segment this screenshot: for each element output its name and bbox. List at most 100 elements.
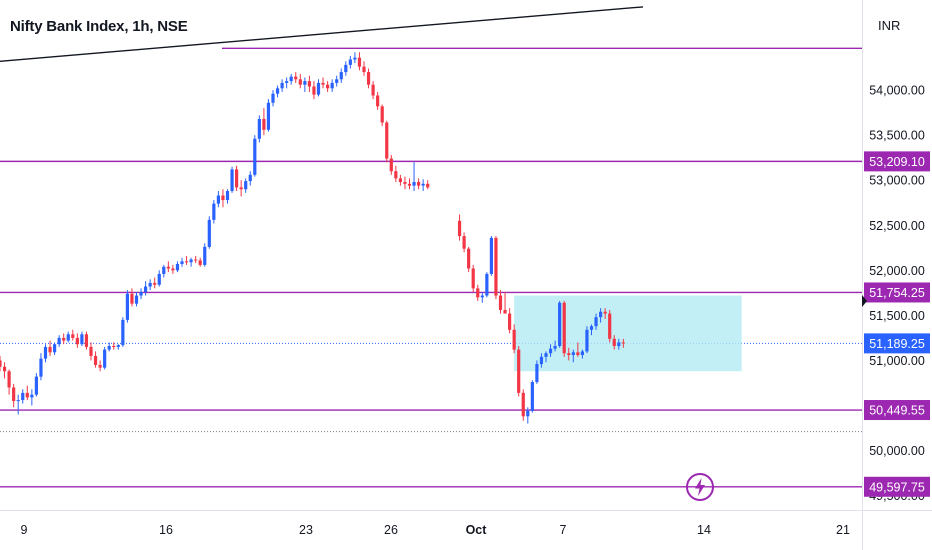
candle [353, 52, 357, 64]
candle [244, 178, 248, 193]
candle [489, 236, 493, 276]
candle [535, 360, 539, 384]
candle [608, 309, 612, 343]
x-tick-label: 9 [21, 523, 28, 537]
time-axis: 9 16 23 26 Oct 7 14 21 [21, 523, 850, 537]
candle [580, 349, 584, 359]
candle [316, 79, 321, 97]
candle [84, 331, 89, 350]
candle [130, 288, 134, 307]
candle [75, 333, 79, 348]
candle [544, 351, 548, 363]
candle [294, 72, 298, 83]
y-tick-label: 50,000.00 [869, 444, 925, 458]
candle [380, 104, 384, 127]
candle [562, 300, 566, 357]
x-tick-label: 21 [836, 523, 850, 537]
candle [225, 189, 230, 204]
candle [330, 79, 334, 92]
y-tick-label: 51,500.00 [869, 309, 925, 323]
x-tick-label: 14 [697, 523, 711, 537]
candle [12, 383, 16, 408]
candle [289, 73, 293, 85]
candle [508, 308, 512, 334]
x-tick-label: 7 [560, 523, 567, 537]
candle [48, 340, 52, 356]
trendline-segment[interactable] [0, 6, 644, 62]
candle [298, 73, 302, 89]
candle [621, 338, 625, 348]
candle [7, 369, 11, 395]
candle [348, 55, 352, 69]
candle [407, 178, 412, 190]
candle [517, 346, 521, 397]
candle [171, 264, 175, 274]
candle [512, 324, 516, 354]
candle [248, 171, 252, 186]
candle [366, 68, 371, 89]
candle [43, 344, 48, 363]
candle [153, 277, 157, 289]
candle [121, 317, 125, 347]
price-marker-arrow [862, 294, 867, 307]
candle [498, 290, 503, 314]
candle [2, 362, 7, 379]
candle [0, 355, 2, 372]
candle [385, 120, 389, 163]
candle [194, 255, 198, 264]
candle [335, 75, 339, 87]
candlestick-series [0, 52, 625, 424]
candle [362, 61, 366, 76]
candle [103, 346, 107, 370]
candle [216, 191, 220, 208]
candle [89, 342, 93, 361]
horizontal-levels [0, 47, 862, 488]
candle [307, 75, 311, 92]
candle [457, 214, 462, 241]
level-price-label: 50,449.55 [864, 400, 930, 421]
candle [207, 216, 211, 249]
svg-text:51,754.25: 51,754.25 [869, 286, 925, 300]
candle [398, 174, 402, 186]
candle [567, 347, 571, 361]
candle [80, 331, 84, 347]
candle [589, 324, 594, 336]
candle [212, 200, 216, 224]
candle [203, 243, 207, 267]
candle [34, 373, 38, 397]
candle [180, 257, 184, 267]
svg-text:50,449.55: 50,449.55 [869, 404, 925, 418]
lightning-icon[interactable] [685, 472, 715, 502]
candle [603, 308, 607, 319]
candle [344, 61, 348, 76]
candle [594, 313, 598, 330]
candle [57, 335, 61, 347]
candle [148, 279, 152, 291]
candle [112, 342, 116, 350]
candle [198, 257, 202, 267]
candle [357, 52, 362, 71]
candle [521, 389, 525, 421]
candle [93, 351, 98, 368]
candle [230, 166, 234, 193]
candle [253, 135, 257, 177]
candle [157, 270, 161, 287]
candle [471, 264, 475, 292]
candle [280, 79, 284, 92]
candle [21, 389, 25, 404]
candle [371, 81, 375, 100]
x-tick-label: 16 [159, 523, 173, 537]
x-tick-label: 23 [299, 523, 313, 537]
y-tick-label: 52,500.00 [869, 219, 925, 233]
chart-title: Nifty Bank Index, 1h, NSE [10, 18, 188, 35]
candle [134, 291, 139, 307]
candle [376, 91, 380, 110]
candle [98, 360, 102, 372]
candle [25, 385, 29, 401]
candle [503, 291, 507, 314]
candle [184, 255, 189, 265]
trendline [0, 6, 644, 62]
candle [394, 165, 398, 183]
